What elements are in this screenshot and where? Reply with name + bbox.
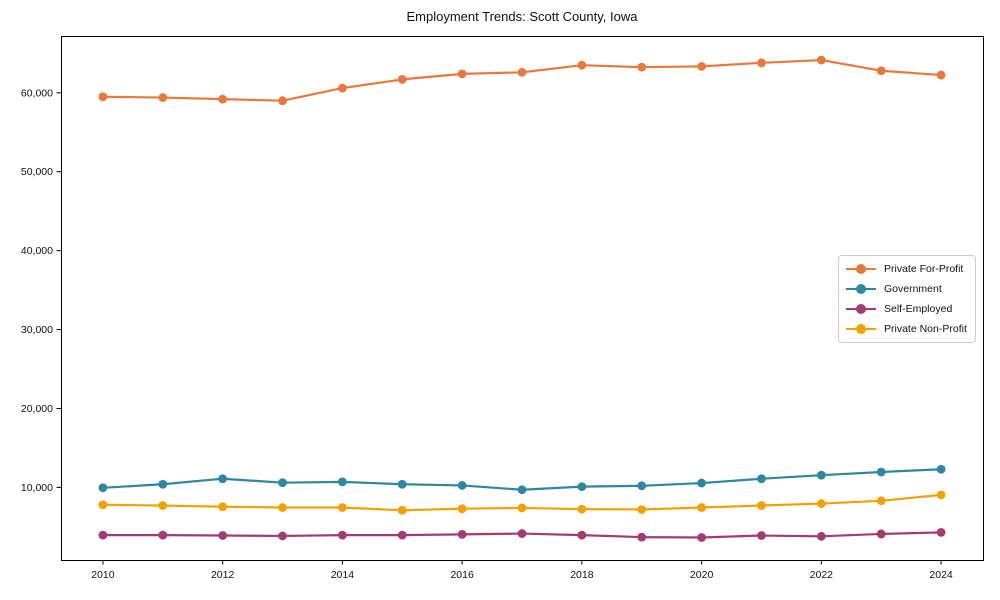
data-point — [876, 467, 886, 477]
data-point — [936, 490, 946, 500]
series-line-private-for-profit — [101, 58, 943, 102]
data-point — [577, 530, 587, 540]
legend-dot — [856, 284, 866, 294]
data-point — [697, 61, 707, 71]
data-point — [577, 482, 587, 492]
y-tick-label: 10,000 — [21, 482, 53, 494]
data-point — [337, 530, 347, 540]
data-point — [757, 501, 766, 510]
data-point — [517, 503, 527, 513]
data-point — [218, 94, 228, 104]
data-point — [98, 530, 108, 540]
data-point — [218, 474, 228, 484]
plot-border — [61, 36, 984, 561]
data-point — [816, 55, 826, 65]
data-point — [936, 70, 946, 80]
data-point — [936, 527, 946, 537]
data-point — [158, 530, 168, 540]
data-point — [278, 531, 287, 541]
data-point — [637, 532, 647, 542]
data-point — [757, 58, 766, 68]
legend: Private For-Profit Government Self-Employe… — [838, 255, 976, 343]
legend-item: Private For-Profit — [846, 260, 968, 278]
data-point — [757, 474, 766, 484]
data-point — [936, 464, 946, 474]
legend-marker-icon — [846, 264, 876, 274]
data-point — [337, 477, 347, 487]
data-point — [397, 75, 407, 84]
data-point — [98, 483, 108, 493]
data-point — [278, 503, 287, 512]
data-point — [397, 479, 407, 489]
data-point — [637, 62, 647, 72]
y-tick-label: 40,000 — [21, 245, 53, 257]
data-point — [637, 481, 647, 491]
data-point — [876, 66, 886, 76]
data-point — [757, 531, 766, 540]
x-tick-label: 2022 — [810, 569, 834, 581]
x-tick-label: 2020 — [690, 569, 714, 581]
data-point — [876, 529, 886, 539]
data-point — [816, 531, 826, 541]
data-point — [457, 481, 467, 490]
x-tick-label: 2018 — [570, 569, 594, 581]
y-tick-label: 20,000 — [21, 403, 53, 415]
data-point — [278, 96, 287, 106]
data-point — [816, 470, 826, 480]
y-tick-label: 30,000 — [21, 324, 53, 336]
data-point — [337, 503, 347, 512]
x-tick-label: 2012 — [211, 569, 235, 581]
legend-marker-icon — [846, 324, 876, 334]
data-point — [158, 93, 168, 102]
legend-label: Self-Employed — [884, 303, 953, 315]
data-point — [397, 505, 407, 515]
data-point — [637, 505, 647, 514]
y-tick-label: 60,000 — [21, 87, 53, 99]
legend-item: Private Non-Profit — [846, 320, 968, 338]
data-point — [158, 501, 168, 510]
data-point — [457, 69, 467, 79]
x-tick-label: 2024 — [929, 569, 953, 581]
data-point — [876, 496, 886, 506]
legend-marker-icon — [846, 304, 876, 314]
legend-dot — [856, 304, 866, 314]
y-tick-label: 50,000 — [21, 166, 53, 178]
data-point — [218, 531, 228, 540]
data-point — [457, 504, 467, 514]
data-point — [816, 499, 826, 508]
legend-label: Private Non-Profit — [884, 323, 967, 335]
data-point — [697, 478, 707, 488]
legend-dot — [856, 324, 866, 334]
chart-title: Employment Trends: Scott County, Iowa — [406, 9, 638, 24]
data-point — [577, 60, 587, 70]
x-tick-label: 2010 — [91, 569, 115, 581]
data-point — [697, 503, 707, 512]
data-point — [457, 529, 467, 539]
data-point — [397, 530, 407, 540]
data-point — [517, 67, 527, 77]
data-point — [337, 83, 347, 93]
x-tick-label: 2016 — [450, 569, 474, 581]
legend-dot — [856, 264, 866, 274]
legend-label: Private For-Profit — [884, 263, 964, 275]
legend-label: Government — [884, 283, 942, 295]
data-point — [98, 500, 108, 510]
x-tick-label: 2014 — [331, 569, 355, 581]
data-point — [98, 92, 108, 102]
legend-item: Self-Employed — [846, 300, 968, 318]
data-point — [517, 485, 527, 495]
data-point — [517, 529, 527, 538]
legend-item: Government — [846, 280, 968, 298]
data-point — [158, 479, 168, 489]
data-point — [218, 502, 228, 512]
data-point — [697, 533, 707, 542]
legend-marker-icon — [846, 284, 876, 294]
data-point — [278, 478, 287, 488]
data-point — [577, 504, 587, 514]
